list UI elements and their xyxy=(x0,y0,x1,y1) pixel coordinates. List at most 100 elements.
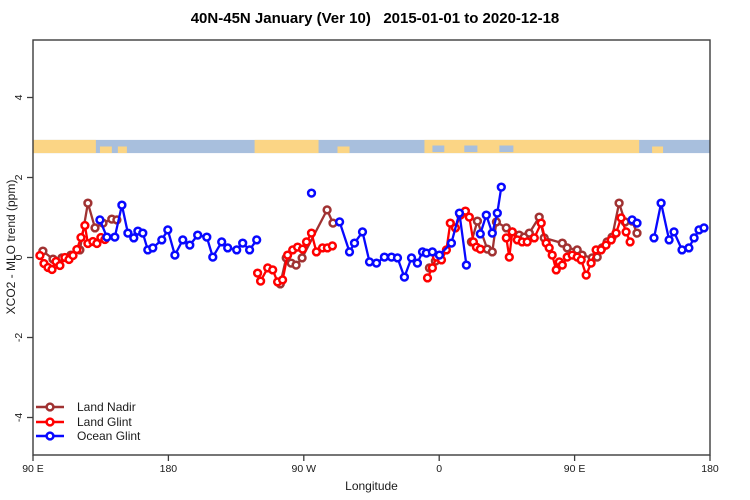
data-point-land-glint xyxy=(522,237,532,247)
data-point-land-glint xyxy=(621,227,631,237)
series-land-glint xyxy=(35,206,635,287)
data-point-ocean-glint xyxy=(334,217,345,227)
data-point-ocean-glint xyxy=(178,235,188,245)
x-tick-label: 90 E xyxy=(564,463,586,475)
data-point-land-glint xyxy=(282,250,293,260)
data-point-ocean-glint xyxy=(669,227,679,237)
data-point-land-glint xyxy=(586,258,596,268)
data-point-land-nadir xyxy=(291,260,301,270)
data-point-land-nadir xyxy=(472,216,483,226)
data-point-land-glint xyxy=(601,240,611,250)
data-point-land-nadir xyxy=(83,198,93,208)
data-point-land-glint xyxy=(35,250,45,261)
data-point-ocean-glint xyxy=(427,247,438,257)
y-axis-ticks: -4 -2 0 2 4 xyxy=(13,94,33,422)
data-point-land-nadir xyxy=(297,253,307,263)
data-point-land-glint xyxy=(301,237,312,247)
data-point-land-glint xyxy=(306,228,317,238)
data-point-ocean-glint xyxy=(461,260,472,270)
x-tick-label: 0 xyxy=(436,463,442,475)
data-point-land-glint xyxy=(76,232,86,243)
data-point-land-glint xyxy=(544,243,554,253)
data-point-ocean-glint xyxy=(193,230,203,240)
y-tick-label: 0 xyxy=(13,254,25,260)
land-ocean-band xyxy=(33,139,710,154)
data-point-ocean-glint xyxy=(496,182,506,192)
data-point-ocean-glint xyxy=(434,250,445,260)
data-point-ocean-glint xyxy=(238,238,248,248)
data-point-ocean-glint xyxy=(170,250,180,260)
x-tick-label: 90 W xyxy=(292,463,317,475)
ocean-band-hole xyxy=(432,145,445,153)
x-axis-ticks: 90 E 180 90 W 0 90 E 180 xyxy=(22,455,719,475)
data-point-ocean-glint xyxy=(379,252,390,262)
data-point-land-glint xyxy=(252,268,263,278)
legend-label-ocean-glint: Ocean Glint xyxy=(77,429,141,443)
legend-symbol-land-nadir xyxy=(36,402,64,412)
ocean-band-hole xyxy=(499,145,514,153)
land-band-segment xyxy=(337,146,350,154)
data-point-ocean-glint xyxy=(481,210,491,220)
data-point-land-nadir xyxy=(322,205,332,215)
land-band-segment xyxy=(424,139,640,154)
ocean-band-hole xyxy=(464,145,478,153)
data-point-ocean-glint xyxy=(110,232,120,242)
data-point-ocean-glint xyxy=(138,228,148,238)
data-point-land-nadir xyxy=(501,223,511,233)
legend-symbol-land-glint xyxy=(36,417,64,427)
legend-label-land-nadir: Land Nadir xyxy=(77,400,136,414)
data-point-land-glint xyxy=(536,218,546,228)
land-band-segment xyxy=(652,146,664,154)
data-point-land-nadir xyxy=(632,228,642,238)
y-tick-label: -4 xyxy=(13,413,25,422)
data-point-ocean-glint xyxy=(163,225,173,235)
data-point-ocean-glint xyxy=(223,243,233,253)
data-point-land-glint xyxy=(72,244,82,255)
series-line-land-glint xyxy=(256,231,334,284)
data-point-ocean-glint xyxy=(102,232,112,242)
data-point-ocean-glint xyxy=(202,232,212,242)
data-point-ocean-glint xyxy=(157,235,167,245)
data-point-land-glint xyxy=(507,227,517,237)
data-point-ocean-glint xyxy=(244,245,255,255)
legend-item-land-glint: Land Glint xyxy=(35,415,140,430)
data-point-ocean-glint xyxy=(349,238,360,248)
data-point-ocean-glint xyxy=(208,252,218,262)
data-point-ocean-glint xyxy=(632,218,642,228)
data-point-ocean-glint xyxy=(392,253,403,263)
data-point-land-glint xyxy=(625,237,635,247)
data-point-land-glint xyxy=(92,238,102,249)
x-tick-label: 180 xyxy=(160,463,178,475)
data-point-land-glint xyxy=(47,264,57,275)
x-axis-label: Longitude xyxy=(345,479,398,493)
land-band-segment xyxy=(117,146,127,154)
data-point-ocean-glint xyxy=(649,233,659,243)
data-point-ocean-glint xyxy=(699,223,709,233)
data-point-land-glint xyxy=(68,250,78,261)
data-point-ocean-glint xyxy=(123,228,133,238)
data-point-ocean-glint xyxy=(399,272,410,282)
data-point-ocean-glint xyxy=(475,229,485,239)
data-point-ocean-glint xyxy=(656,198,666,208)
data-point-ocean-glint xyxy=(371,258,382,268)
data-point-ocean-glint xyxy=(357,227,368,237)
data-point-ocean-glint xyxy=(185,240,195,250)
land-band-segment xyxy=(33,139,96,154)
data-point-ocean-glint xyxy=(446,238,457,248)
data-point-ocean-glint xyxy=(95,215,105,225)
data-point-land-glint xyxy=(616,213,626,223)
data-point-land-nadir xyxy=(614,198,624,208)
data-point-land-glint xyxy=(557,260,567,270)
data-point-land-glint xyxy=(297,244,308,254)
data-point-land-glint xyxy=(427,263,438,273)
data-point-ocean-glint xyxy=(364,257,375,267)
data-point-ocean-glint xyxy=(454,208,465,218)
data-point-land-glint xyxy=(311,247,322,257)
data-point-land-glint xyxy=(504,252,514,262)
data-point-ocean-glint xyxy=(412,258,423,268)
data-point-land-glint xyxy=(501,233,511,243)
legend-item-ocean-glint: Ocean Glint xyxy=(35,429,140,444)
land-band-segment xyxy=(99,146,112,154)
data-point-land-glint xyxy=(327,241,338,251)
